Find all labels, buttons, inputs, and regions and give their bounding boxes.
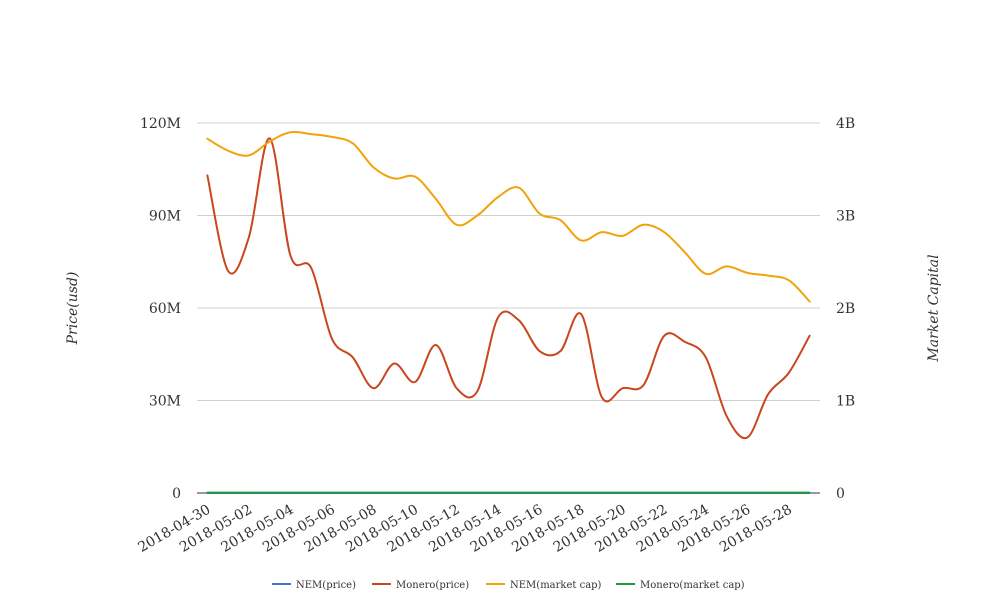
y-right-tick-label: 1B: [836, 394, 855, 410]
y-right-tick-label: 2B: [836, 301, 855, 317]
y-axis-left: 0 30M 60M 90M 120M: [140, 116, 181, 502]
y-left-tick-label: 30M: [149, 394, 181, 410]
y-right-tick-label: 0: [836, 486, 845, 502]
y-left-tick-label: 120M: [140, 116, 181, 132]
y-left-tick-label: 0: [172, 486, 181, 502]
legend-label: NEM(price): [296, 580, 356, 591]
series-line-monero-price: [206, 137, 811, 440]
legend-label: Monero(market cap): [640, 580, 745, 591]
y-axis-right-title: Market Capital: [926, 254, 942, 362]
legend: NEM(price) Monero(price) NEM(market cap) Mo…: [272, 580, 745, 591]
x-axis: 2018-04-302018-05-022018-05-042018-05-06…: [135, 502, 794, 556]
series-lines: [206, 130, 811, 495]
y-left-tick-label: 60M: [149, 301, 181, 317]
series-line-nem-market-cap: [206, 130, 811, 303]
y-right-tick-label: 4B: [836, 116, 855, 132]
y-right-tick-label: 3B: [836, 209, 855, 225]
legend-label: NEM(market cap): [510, 580, 602, 591]
y-left-tick-label: 90M: [149, 209, 181, 225]
y-axis-right: 0 1B 2B 3B 4B: [836, 116, 855, 502]
y-axis-left-title: Price(usd): [65, 272, 81, 346]
legend-label: Monero(price): [396, 580, 469, 591]
grid-lines: [197, 122, 820, 494]
